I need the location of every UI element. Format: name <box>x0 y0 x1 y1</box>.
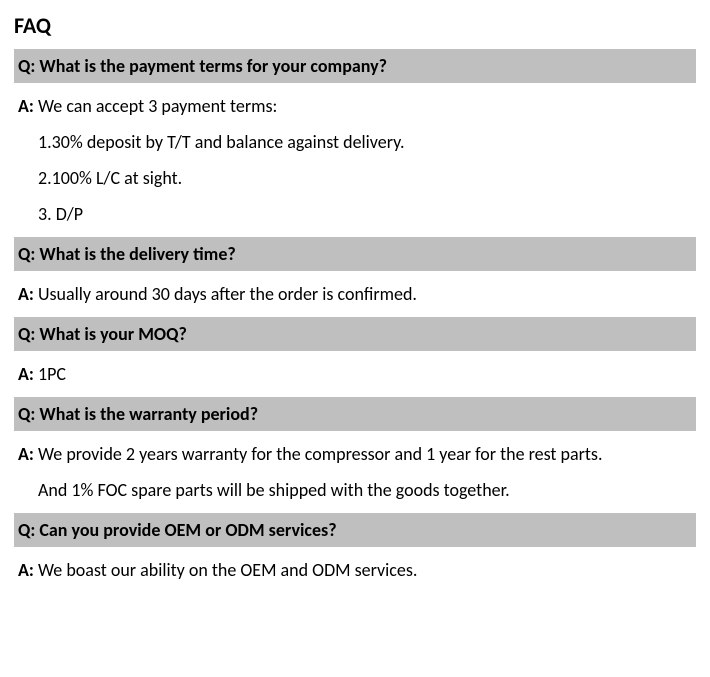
question-text: What is the warranty period? <box>35 403 258 425</box>
answer-line: 2.100% L/C at sight. <box>18 167 692 189</box>
answer-line: And 1% FOC spare parts will be shipped w… <box>18 479 692 501</box>
answer-line: 1.30% deposit by T/T and balance against… <box>18 131 692 153</box>
faq-list: Q: What is the payment terms for your co… <box>14 49 696 587</box>
answer-line: 3. D/P <box>18 203 692 225</box>
faq-question: Q: What is the delivery time? <box>14 237 696 271</box>
answer-line: A: We can accept 3 payment terms: <box>18 95 692 117</box>
answer-text: And 1% FOC spare parts will be shipped w… <box>38 479 510 501</box>
question-text: Can you provide OEM or ODM services? <box>35 519 336 541</box>
faq-answer: A: 1PC <box>14 357 696 391</box>
answer-prefix: A: <box>18 95 34 117</box>
question-text: What is the delivery time? <box>35 243 235 265</box>
question-prefix: Q: <box>18 55 35 77</box>
faq-title: FAQ <box>14 12 696 39</box>
answer-text: 3. D/P <box>38 203 83 225</box>
answer-line: A: We provide 2 years warranty for the c… <box>18 443 692 465</box>
faq-answer: A: We provide 2 years warranty for the c… <box>14 437 696 507</box>
faq-question: Q: What is the payment terms for your co… <box>14 49 696 83</box>
answer-prefix: A: <box>18 283 34 305</box>
question-prefix: Q: <box>18 323 35 345</box>
answer-text: 1PC <box>34 363 66 385</box>
answer-text: We can accept 3 payment terms: <box>34 95 277 117</box>
faq-answer: A: Usually around 30 days after the orde… <box>14 277 696 311</box>
faq-answer: A: We boast our ability on the OEM and O… <box>14 553 696 587</box>
faq-answer: A: We can accept 3 payment terms: 1.30% d… <box>14 89 696 231</box>
question-prefix: Q: <box>18 403 35 425</box>
answer-line: A: 1PC <box>18 363 692 385</box>
faq-question: Q: What is your MOQ? <box>14 317 696 351</box>
question-prefix: Q: <box>18 243 35 265</box>
answer-line: A: Usually around 30 days after the orde… <box>18 283 692 305</box>
answer-prefix: A: <box>18 363 34 385</box>
faq-question: Q: Can you provide OEM or ODM services? <box>14 513 696 547</box>
answer-prefix: A: <box>18 559 34 581</box>
answer-line: A: We boast our ability on the OEM and O… <box>18 559 692 581</box>
answer-text: 1.30% deposit by T/T and balance against… <box>38 131 405 153</box>
answer-prefix: A: <box>18 443 34 465</box>
question-text: What is the payment terms for your compa… <box>35 55 387 77</box>
answer-text: 2.100% L/C at sight. <box>38 167 182 189</box>
faq-question: Q: What is the warranty period? <box>14 397 696 431</box>
answer-text: We boast our ability on the OEM and ODM … <box>34 559 418 581</box>
answer-text: Usually around 30 days after the order i… <box>34 283 417 305</box>
question-text: What is your MOQ? <box>35 323 186 345</box>
question-prefix: Q: <box>18 519 35 541</box>
answer-text: We provide 2 years warranty for the comp… <box>34 443 603 465</box>
